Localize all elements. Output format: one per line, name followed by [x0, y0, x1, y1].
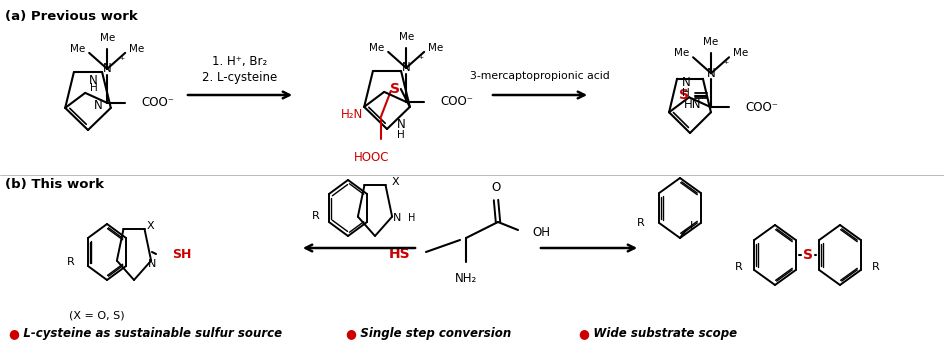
Text: Me: Me: [398, 32, 413, 42]
Text: R: R: [871, 262, 879, 272]
Text: COO⁻: COO⁻: [141, 96, 174, 109]
Text: S: S: [390, 82, 399, 96]
Text: Me: Me: [702, 37, 718, 47]
Text: I: I: [689, 219, 693, 233]
Text: HN: HN: [683, 98, 700, 111]
Text: N: N: [147, 259, 156, 269]
Text: N: N: [706, 67, 715, 80]
Text: N: N: [682, 76, 690, 89]
Text: N: N: [393, 213, 401, 223]
Text: COO⁻: COO⁻: [744, 101, 777, 114]
Text: Me: Me: [673, 48, 688, 58]
Text: H₂N: H₂N: [340, 108, 362, 121]
Text: N: N: [401, 61, 410, 74]
Text: Me: Me: [99, 33, 114, 43]
Text: 1. H⁺, Br₂: 1. H⁺, Br₂: [212, 55, 267, 68]
Text: R: R: [312, 211, 320, 221]
Text: (X = O, S): (X = O, S): [69, 310, 125, 320]
Text: COO⁻: COO⁻: [440, 95, 473, 108]
Text: ⁺: ⁺: [722, 60, 728, 70]
Text: ⁺: ⁺: [119, 56, 125, 66]
Text: 2. L-cysteine: 2. L-cysteine: [202, 72, 278, 85]
Text: X: X: [391, 177, 398, 187]
Text: R: R: [734, 262, 742, 272]
Text: N: N: [103, 62, 111, 75]
Text: (a) Previous work: (a) Previous work: [5, 10, 138, 23]
Text: N: N: [396, 118, 405, 131]
Text: N: N: [90, 74, 98, 87]
Text: NH₂: NH₂: [454, 272, 477, 285]
Text: Me: Me: [733, 48, 748, 58]
Text: S: S: [801, 248, 812, 262]
Text: H: H: [396, 130, 404, 140]
Text: R: R: [636, 218, 645, 228]
Text: HOOC: HOOC: [354, 151, 389, 164]
Text: Wide substrate scope: Wide substrate scope: [590, 327, 736, 341]
Text: H: H: [682, 88, 689, 98]
Text: H: H: [91, 83, 98, 93]
Text: HS: HS: [388, 247, 410, 261]
Text: ●: ●: [345, 327, 356, 341]
Text: S: S: [678, 88, 688, 103]
Text: ●: ●: [8, 327, 19, 341]
Text: 3-mercaptopropionic acid: 3-mercaptopropionic acid: [469, 71, 609, 81]
Text: H: H: [408, 213, 415, 223]
Text: Me: Me: [428, 43, 443, 53]
Text: SH: SH: [172, 247, 192, 260]
Text: ●: ●: [578, 327, 588, 341]
Text: X: X: [146, 221, 154, 231]
Text: Me: Me: [129, 44, 144, 54]
Text: R: R: [67, 257, 75, 267]
Text: ⁺: ⁺: [418, 55, 423, 65]
Text: OH: OH: [531, 226, 549, 238]
Text: O: O: [491, 181, 500, 194]
Text: Me: Me: [368, 43, 384, 53]
Text: (b) This work: (b) This work: [5, 178, 104, 191]
Text: Me: Me: [70, 44, 85, 54]
Text: Single step conversion: Single step conversion: [358, 327, 511, 341]
Text: N: N: [94, 99, 103, 112]
Text: L-cysteine as sustainable sulfur source: L-cysteine as sustainable sulfur source: [21, 327, 282, 341]
